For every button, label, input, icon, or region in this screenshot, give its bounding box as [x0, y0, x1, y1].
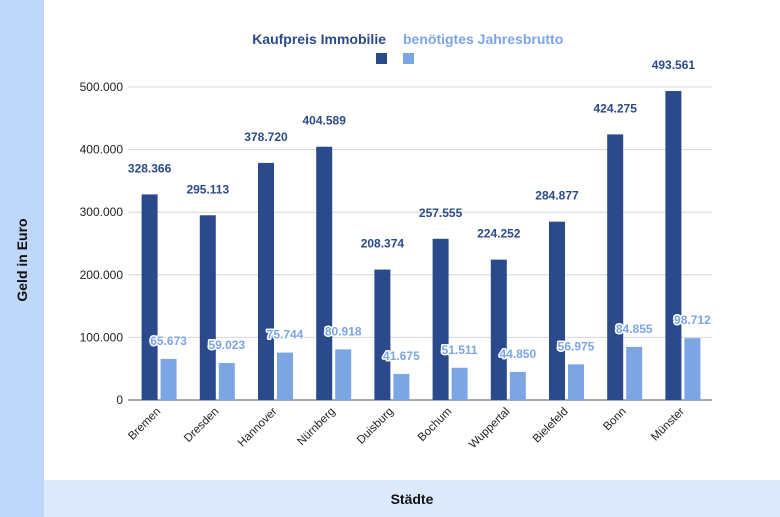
- bar-kaufpreis: [141, 194, 158, 400]
- bar-kaufpreis: [316, 146, 333, 400]
- bar-jahresbrutto: [277, 352, 293, 400]
- y-tick-label: 100.000: [80, 330, 124, 344]
- x-category-label: Bielefeld: [531, 406, 571, 446]
- value-label-kaufpreis: 493.561: [652, 58, 696, 72]
- y-tick-label: 500.000: [80, 80, 124, 94]
- x-axis-band: Städte: [44, 480, 780, 517]
- value-label-kaufpreis: 257.555: [419, 206, 463, 220]
- value-label-kaufpreis: 224.252: [477, 227, 521, 241]
- legend: Kaufpreis Immobilie benötigtes Jahresbru…: [252, 31, 563, 64]
- value-label-kaufpreis: 404.589: [303, 114, 347, 128]
- legend-label-kaufpreis: Kaufpreis Immobilie: [252, 31, 386, 47]
- value-label-kaufpreis: 378.720: [244, 130, 288, 144]
- value-label-jahresbrutto: 44.850: [499, 347, 536, 361]
- x-category-label: Duisburg: [355, 406, 396, 447]
- value-label-kaufpreis: 284.877: [535, 189, 579, 203]
- y-axis-band: Geld in Euro: [0, 0, 44, 517]
- bar-jahresbrutto: [393, 373, 410, 400]
- legend-label-jahresbrutto: benötigtes Jahresbrutto: [403, 31, 563, 47]
- value-labels: 328.366 65.673 295.113 59.023 378.720 75.744 4…: [128, 58, 713, 364]
- value-label-kaufpreis: 424.275: [594, 101, 638, 115]
- y-tick-label: 400.000: [80, 143, 124, 157]
- bar-jahresbrutto: [684, 338, 701, 400]
- value-label-kaufpreis: 295.113: [186, 182, 229, 196]
- bar-jahresbrutto: [451, 367, 468, 400]
- legend-swatch-kaufpreis: [376, 53, 387, 64]
- x-category-label: Wuppertal: [467, 406, 512, 451]
- legend-swatch-jahresbrutto: [403, 53, 414, 64]
- value-label-jahresbrutto: 80.918: [325, 324, 362, 338]
- value-label-jahresbrutto: 65.673: [150, 334, 187, 348]
- value-label-jahresbrutto: 84.855: [616, 322, 653, 336]
- x-axis-title: Städte: [390, 490, 434, 507]
- bar-jahresbrutto: [218, 363, 235, 400]
- x-category-label: Dresden: [182, 406, 221, 445]
- bar-kaufpreis: [258, 162, 274, 400]
- bar-kaufpreis: [665, 91, 682, 400]
- bar-jahresbrutto: [568, 364, 584, 400]
- value-label-jahresbrutto: 56.975: [558, 339, 595, 353]
- value-label-jahresbrutto: 51.511: [442, 343, 478, 357]
- value-label-kaufpreis: 328.366: [128, 161, 172, 175]
- y-tick-label: 200.000: [80, 268, 124, 282]
- y-axis-ticks: 0 100.000 200.000 300.000 400.000 500.000: [80, 80, 124, 407]
- x-category-label: Münster: [649, 406, 687, 444]
- x-category-label: Bremen: [126, 406, 163, 443]
- bar-jahresbrutto: [509, 371, 526, 400]
- bar-kaufpreis: [607, 134, 624, 400]
- bar-kaufpreis: [199, 215, 216, 400]
- bar-kaufpreis: [549, 221, 565, 400]
- value-label-jahresbrutto: 98.712: [674, 313, 711, 327]
- x-category-label: Nürnberg: [295, 406, 337, 448]
- bar-kaufpreis: [374, 269, 391, 400]
- x-axis-categories: Bremen Dresden Hannover Nürnberg Duisburg Boc…: [126, 406, 687, 452]
- y-tick-label: 300.000: [80, 205, 124, 219]
- bars: [141, 91, 701, 400]
- y-tick-label: 0: [116, 393, 123, 407]
- value-label-jahresbrutto: 59.023: [208, 338, 245, 352]
- bar-jahresbrutto: [160, 358, 177, 400]
- x-category-label: Hannover: [236, 406, 280, 450]
- bar-jahresbrutto: [626, 346, 643, 400]
- bar-jahresbrutto: [335, 349, 352, 400]
- x-category-label: Bochum: [416, 406, 454, 444]
- bar-kaufpreis: [490, 259, 507, 400]
- value-label-jahresbrutto: 75.744: [267, 328, 304, 342]
- value-label-kaufpreis: 208.374: [361, 237, 405, 251]
- x-category-label: Bonn: [601, 406, 628, 433]
- value-label-jahresbrutto: 41.675: [383, 349, 420, 363]
- bar-kaufpreis: [432, 238, 449, 400]
